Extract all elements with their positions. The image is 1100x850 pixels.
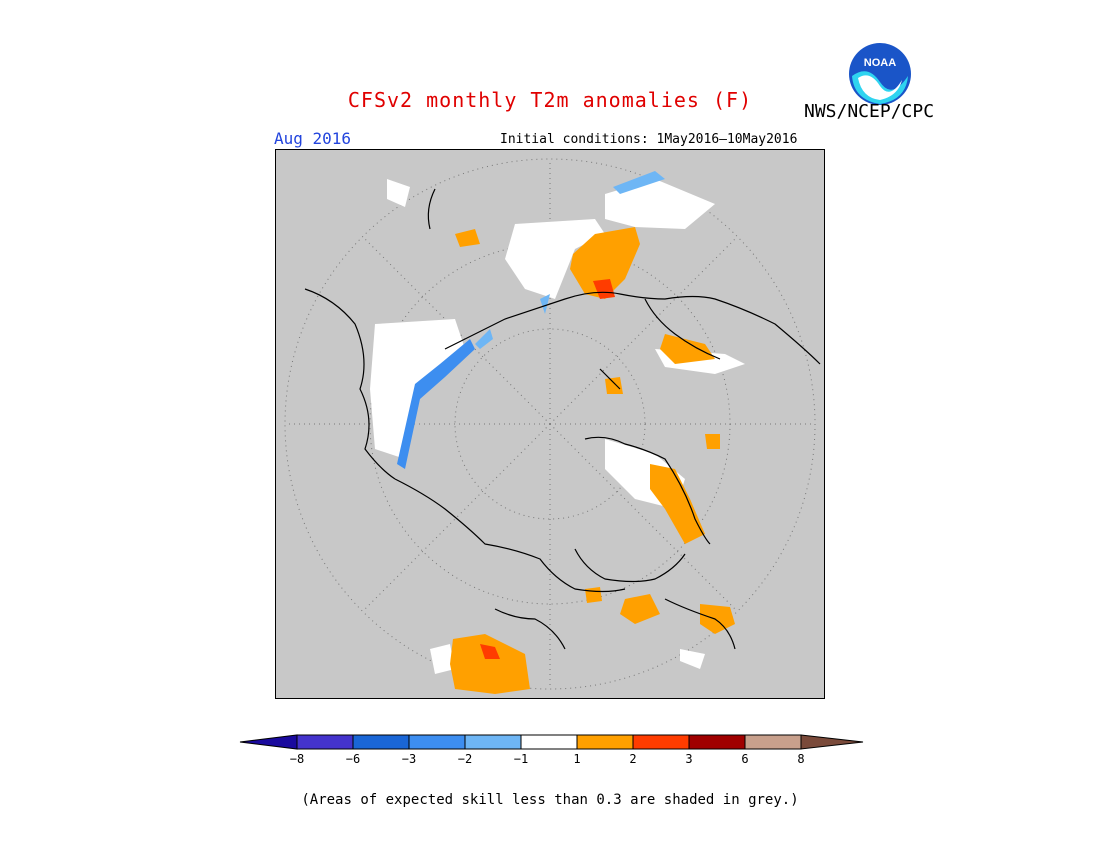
legend-label: 2 — [629, 752, 636, 766]
positive-anomaly-regions — [450, 227, 735, 694]
color-legend: −8 −6 −3 −2 −1 1 2 3 6 8 — [239, 734, 864, 766]
legend-box — [464, 734, 522, 750]
legend-box — [632, 734, 690, 750]
legend-label: 6 — [741, 752, 748, 766]
legend-box — [576, 734, 634, 750]
polar-map — [275, 149, 825, 699]
legend-labels: −8 −6 −3 −2 −1 1 2 3 6 8 — [290, 752, 805, 766]
legend-box — [688, 734, 746, 750]
legend-box — [408, 734, 466, 750]
legend-label: −1 — [514, 752, 528, 766]
target-month: Aug 2016 — [274, 129, 352, 148]
chart-title: CFSv2 monthly T2m anomalies (F) — [347, 88, 753, 112]
legend-arrow-low — [239, 734, 298, 750]
legend-label: −2 — [458, 752, 472, 766]
graticule — [284, 158, 816, 690]
coastlines — [304, 188, 821, 650]
noaa-logo-icon: NOAA — [849, 43, 911, 105]
legend-label: 3 — [685, 752, 692, 766]
logo-text: NOAA — [864, 57, 896, 69]
skill-footnote: (Areas of expected skill less than 0.3 a… — [301, 792, 799, 808]
legend-box — [744, 734, 802, 750]
legend-box — [296, 734, 354, 750]
legend-label: −8 — [290, 752, 304, 766]
initial-conditions: Initial conditions: 1May2016—10May2016 — [500, 132, 798, 147]
legend-box — [352, 734, 410, 750]
negative-anomaly-regions — [397, 171, 665, 469]
legend-label: 8 — [797, 752, 804, 766]
legend-label: 1 — [573, 752, 580, 766]
agency-label: NWS/NCEP/CPC — [804, 101, 935, 122]
legend-arrow-high — [800, 734, 864, 750]
legend-label: −6 — [346, 752, 360, 766]
legend-box — [520, 734, 578, 750]
legend-boxes — [239, 734, 864, 750]
legend-label: −3 — [402, 752, 416, 766]
